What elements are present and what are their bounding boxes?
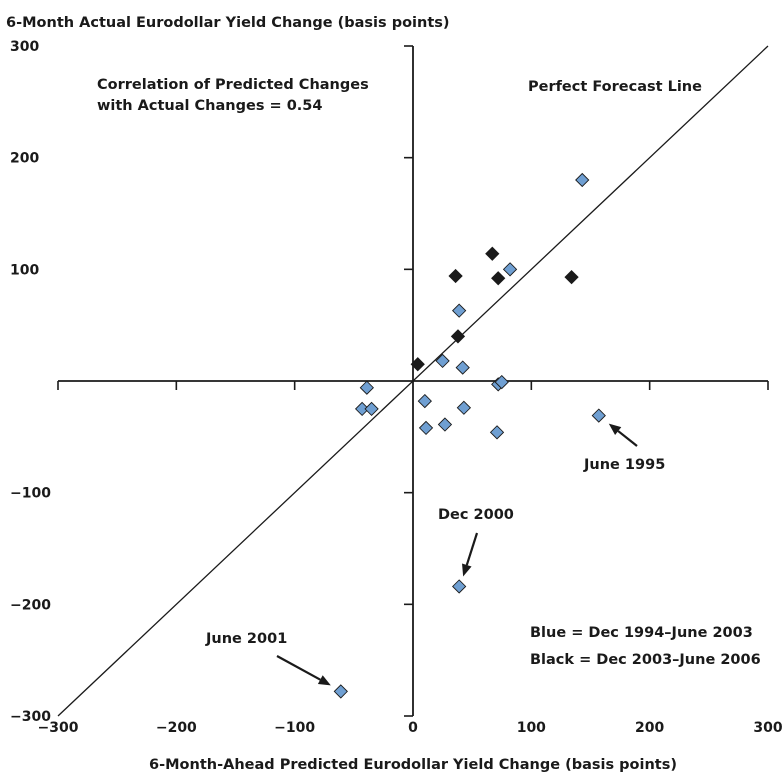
black-diamond-point xyxy=(564,270,579,285)
perfect-forecast-line xyxy=(57,45,769,717)
x-tick-label: 300 xyxy=(753,720,782,736)
blue-diamond-point xyxy=(456,400,472,415)
june-1995-arrow xyxy=(608,423,638,447)
black-diamond-point xyxy=(450,329,466,344)
y-tick-label: −200 xyxy=(10,597,51,613)
june-2001-arrow xyxy=(276,655,331,686)
blue-diamond-point xyxy=(502,262,518,277)
x-tick-label: −200 xyxy=(156,720,197,736)
blue-diamond-point xyxy=(418,420,434,436)
june-2001-label: June 2001 xyxy=(205,631,287,647)
data-points xyxy=(333,172,606,699)
correlation-label-line2: with Actual Changes = 0.54 xyxy=(97,98,322,114)
x-tick-label: −100 xyxy=(274,720,315,736)
blue-diamond-point xyxy=(455,360,470,375)
dec-2000-label: Dec 2000 xyxy=(438,507,514,523)
x-tick-label: −300 xyxy=(38,720,79,736)
y-tick-label: 200 xyxy=(10,151,39,167)
y-tick-label: −300 xyxy=(10,709,51,725)
blue-diamond-point xyxy=(575,172,590,188)
y-tick-label: −100 xyxy=(10,486,51,502)
reference-line-label: Perfect Forecast Line xyxy=(528,79,702,95)
blue-diamond-point xyxy=(591,408,606,423)
y-axis-title: 6-Month Actual Eurodollar Yield Change (… xyxy=(6,15,450,31)
black-diamond-point xyxy=(491,271,506,286)
correlation-label-line1: Correlation of Predicted Changes xyxy=(97,77,369,93)
june-1995-label: June 1995 xyxy=(583,457,665,473)
blue-diamond-point xyxy=(435,353,450,369)
y-tick-label: 100 xyxy=(10,262,39,278)
black-diamond-point xyxy=(410,357,425,372)
x-tick-label: 200 xyxy=(635,720,664,736)
x-tick-label: 0 xyxy=(408,720,418,736)
blue-diamond-point xyxy=(489,425,505,440)
blue-diamond-point xyxy=(359,380,374,395)
blue-diamond-point xyxy=(452,579,467,594)
annotation-arrows xyxy=(276,423,638,686)
blue-diamond-point xyxy=(494,374,509,390)
blue-diamond-point xyxy=(437,417,453,432)
blue-diamond-point xyxy=(417,393,432,409)
tick-labels: −300 −200 −100 0 100 200 300 300 200 100 −100 −200 −… xyxy=(10,39,783,736)
blue-diamond-point xyxy=(364,401,379,417)
legend-blue-label: Blue = Dec 1994–June 2003 xyxy=(530,625,753,641)
blue-diamond-point xyxy=(452,303,467,318)
black-diamond-point xyxy=(485,246,500,261)
blue-diamond-point xyxy=(354,401,370,417)
black-diamond-point xyxy=(448,268,463,284)
x-tick-label: 100 xyxy=(517,720,546,736)
x-axis-title: 6-Month-Ahead Predicted Eurodollar Yield… xyxy=(149,757,677,773)
blue-diamond-point xyxy=(333,684,348,699)
y-tick-label: 300 xyxy=(10,39,39,55)
legend-black-label: Black = Dec 2003–June 2006 xyxy=(530,652,761,668)
dec-2000-arrow xyxy=(462,532,479,577)
